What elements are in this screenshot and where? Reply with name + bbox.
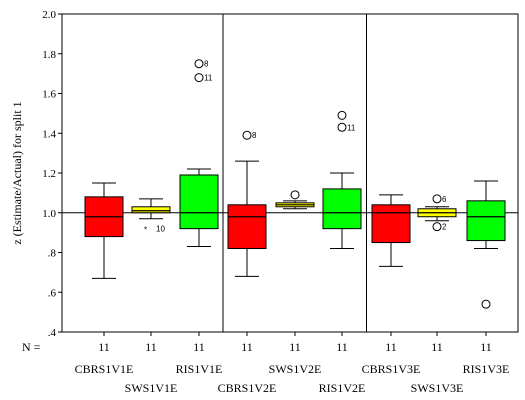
box-ris1v1e: 8 11 <box>179 59 219 248</box>
category-label: SWS1V2E <box>269 362 322 376</box>
box-cbrs1v3e <box>371 194 411 267</box>
outlier-circle <box>481 299 491 309</box>
y-tick-label: .6 <box>48 287 57 299</box>
box-iqr <box>371 204 411 244</box>
outlier-circle <box>432 194 442 204</box>
outlier-label: 6 <box>442 195 447 204</box>
y-tick-label: .4 <box>48 327 57 339</box>
outlier-label: 2 <box>442 223 447 232</box>
outlier-circle <box>432 222 442 232</box>
box-iqr <box>322 188 362 230</box>
plot-area-group <box>61 13 519 333</box>
outlier-label: 11 <box>204 74 213 83</box>
box-sws1v1e: * 10 <box>131 198 171 235</box>
category-label: SWS1V1E <box>125 381 178 395</box>
box-iqr <box>466 200 506 242</box>
y-tick-label: 1.0 <box>42 208 56 220</box>
category-label: RIS1V3E <box>463 362 510 376</box>
category-label-layer: N = 11 CBRS1V1E 11 SWS1V1E 11 RIS1V1E 11 CBRS1V2… <box>22 332 509 395</box>
n-value: 11 <box>336 340 348 354</box>
n-value: 11 <box>480 340 492 354</box>
n-value: 11 <box>431 340 443 354</box>
y-axis-layer: 2.0 1.8 1.6 1.4 1.2 1.0 .8 .6 .4 <box>42 9 62 339</box>
box-ris1v3e <box>466 180 506 309</box>
category-label: CBRS1V1E <box>75 362 134 376</box>
box-cbrs1v1e <box>84 182 124 279</box>
outlier-circle <box>242 130 252 140</box>
n-value: 11 <box>385 340 397 354</box>
n-value: 11 <box>145 340 157 354</box>
outlier-star: * <box>144 226 147 235</box>
box-iqr <box>227 204 267 250</box>
box-ris1v2e: 11 <box>322 110 362 250</box>
box-cbrs1v2e: 8 <box>227 130 267 277</box>
outlier-label: 8 <box>204 60 209 69</box>
box-iqr <box>131 206 171 214</box>
category-label: RIS1V1E <box>176 362 223 376</box>
outlier-circle <box>194 73 204 83</box>
outlier-label: 8 <box>252 131 257 140</box>
y-axis-title: z (Estimate/Actual) for split 1 <box>10 101 24 244</box>
box-sws1v3e: 62 <box>417 194 457 232</box>
box-sws1v2e <box>275 190 315 210</box>
y-tick-label: 1.8 <box>42 49 56 61</box>
y-tick-label: 2.0 <box>42 9 56 21</box>
y-tick-label: 1.6 <box>42 89 56 101</box>
category-label: RIS1V2E <box>319 381 366 395</box>
plot-area-frame <box>61 13 519 333</box>
category-label: CBRS1V2E <box>218 381 277 395</box>
outlier-circle <box>290 190 300 200</box>
y-tick-label: 1.4 <box>42 128 56 140</box>
outlier-circle <box>337 122 347 132</box>
outlier-label: 11 <box>347 123 356 132</box>
n-label: N = <box>22 340 41 354</box>
outlier-circle <box>337 110 347 120</box>
category-label: SWS1V3E <box>411 381 464 395</box>
box-iqr <box>179 174 219 230</box>
y-tick-label: 1.2 <box>42 168 56 180</box>
y-tick-label: .8 <box>48 248 57 260</box>
outlier-label: 10 <box>156 225 165 234</box>
n-value: 11 <box>289 340 301 354</box>
n-value: 11 <box>241 340 253 354</box>
n-value: 11 <box>193 340 205 354</box>
category-label: CBRS1V3E <box>362 362 421 376</box>
n-value: 11 <box>98 340 110 354</box>
outlier-circle <box>194 59 204 69</box>
